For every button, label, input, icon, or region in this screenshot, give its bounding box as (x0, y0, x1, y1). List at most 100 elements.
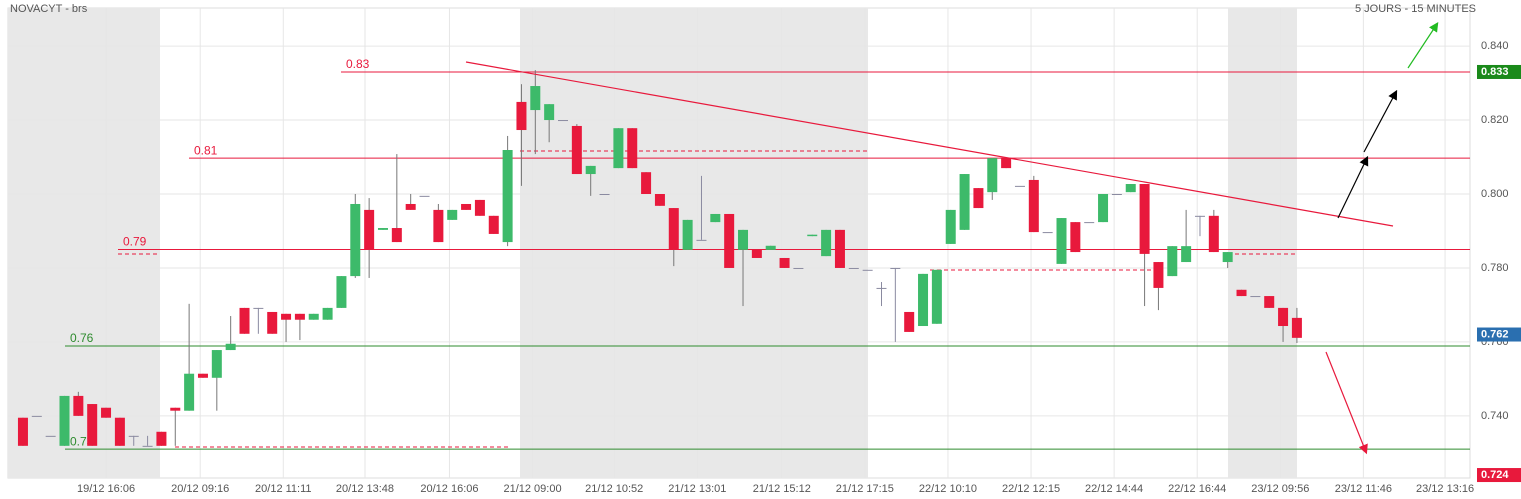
candle-body (447, 209, 458, 220)
candle-body (1028, 179, 1039, 233)
x-tick-label: 20/12 16:06 (420, 483, 478, 495)
candle-body (253, 307, 264, 309)
y-tick-label: 0.820 (1481, 114, 1509, 126)
x-tick-label: 23/12 13:16 (1416, 483, 1474, 495)
candle-body (1042, 232, 1053, 234)
x-tick-label: 21/12 13:01 (668, 483, 726, 495)
candle-body (668, 208, 679, 250)
candle-body (184, 373, 195, 411)
price-marker-label: 0.724 (1481, 469, 1509, 481)
candle-body (1194, 215, 1205, 217)
candle-body (1001, 158, 1012, 169)
x-tick-label: 21/12 10:52 (585, 483, 643, 495)
candle-body (627, 128, 638, 169)
candle-body (793, 267, 804, 269)
x-tick-label: 22/12 14:44 (1085, 483, 1143, 495)
chart-title: NOVACYT - brs (10, 3, 88, 15)
arrow (1363, 89, 1398, 153)
candle-body (502, 149, 513, 243)
candle-body (461, 203, 472, 210)
candle-body (377, 228, 388, 230)
candle-body (142, 445, 153, 447)
session-shade (520, 8, 868, 478)
arrow (1337, 155, 1369, 219)
price-marker (1477, 64, 1521, 79)
candle-body (59, 395, 70, 446)
arrow (1407, 21, 1439, 69)
candle-body (710, 213, 721, 223)
candle-body (931, 269, 942, 324)
level-label: 0.81 (194, 143, 218, 157)
level-label: 0.76 (70, 331, 94, 345)
candle-body (945, 209, 956, 244)
x-tick-label: 20/12 09:16 (171, 483, 229, 495)
candle-body (904, 311, 915, 332)
x-tick-label: 23/12 09:56 (1251, 483, 1309, 495)
candle-body (391, 228, 402, 243)
candle-body (267, 311, 278, 334)
price-marker-label: 0.833 (1481, 66, 1509, 78)
candle-body (834, 229, 845, 268)
candle-body (1125, 184, 1136, 193)
candle-body (779, 257, 790, 268)
candle-body (31, 415, 42, 417)
candle-body (1278, 307, 1289, 327)
candle-body (45, 435, 56, 437)
candle-body (599, 194, 610, 196)
candle-body (488, 215, 499, 234)
x-tick-label: 21/12 09:00 (503, 483, 561, 495)
x-tick-label: 23/12 11:46 (1335, 483, 1392, 495)
candle-body (308, 313, 319, 320)
candle-body (516, 101, 527, 131)
level-label: 0.83 (346, 57, 370, 71)
candle-body (128, 435, 139, 437)
candle-body (225, 343, 236, 351)
candle-body (350, 203, 361, 277)
candle-body (807, 234, 818, 237)
chart-subtitle: 5 JOURS - 15 MINUTES (1355, 3, 1476, 15)
candle-body (973, 188, 984, 209)
x-tick-label: 20/12 11:11 (255, 483, 311, 495)
candle-body (1139, 184, 1150, 254)
candle-body (959, 174, 970, 230)
candle-body (641, 172, 652, 195)
candle-body (1070, 222, 1081, 253)
price-marker (1477, 468, 1521, 483)
candle-body (571, 125, 582, 175)
candle-body (1181, 246, 1192, 263)
price-marker-label: 0.762 (1481, 328, 1509, 340)
candle-body (987, 158, 998, 193)
candle-body (364, 209, 375, 250)
y-tick-label: 0.800 (1481, 188, 1509, 200)
candle-body (1236, 289, 1247, 297)
session-shade (1228, 8, 1297, 478)
x-tick-label: 21/12 17:15 (836, 483, 894, 495)
candle-body (405, 203, 416, 210)
candle-body (724, 213, 735, 268)
candle-body (765, 245, 776, 250)
x-tick-label: 21/12 15:12 (753, 483, 811, 495)
candle-body (170, 407, 181, 411)
candle-body (322, 307, 333, 320)
candle-body (613, 128, 624, 169)
candle-body (1167, 246, 1178, 277)
candle-body (876, 287, 887, 289)
candle-body (890, 267, 901, 269)
candle-body (156, 431, 167, 446)
candle-body (73, 395, 84, 416)
candle-body (682, 219, 693, 250)
candle-body (101, 407, 112, 418)
y-tick-label: 0.780 (1481, 262, 1509, 274)
x-tick-label: 22/12 10:10 (919, 483, 977, 495)
candle-body (1098, 194, 1109, 223)
x-tick-label: 20/12 13:48 (336, 483, 394, 495)
candle-body (1111, 194, 1122, 196)
x-tick-label: 19/12 16:06 (77, 483, 135, 495)
candle-body (544, 104, 555, 121)
candle-body (1264, 296, 1275, 308)
candle-body (654, 194, 665, 206)
candle-body (211, 350, 222, 378)
candle-body (751, 249, 762, 258)
candles (17, 70, 1302, 447)
